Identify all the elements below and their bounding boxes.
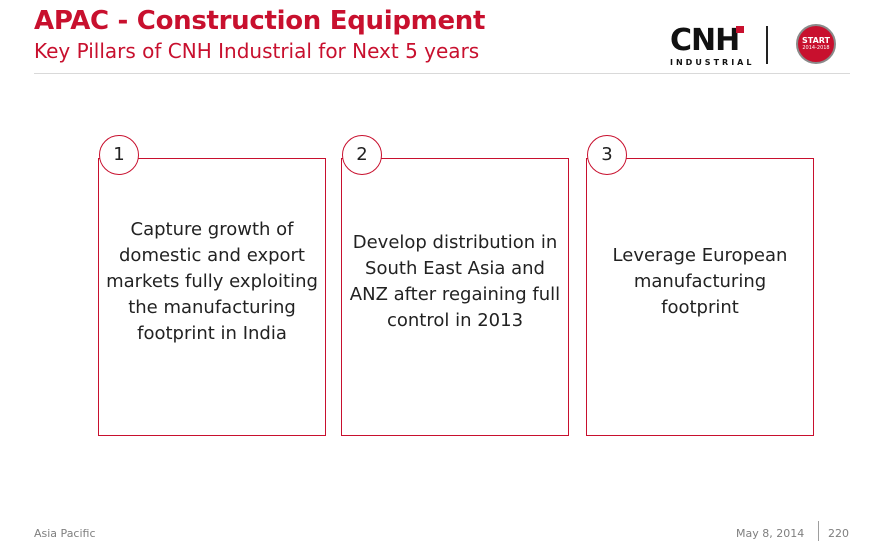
footer-region: Asia Pacific [34, 527, 96, 540]
start-badge: START 2014-2018 [796, 24, 836, 64]
pillar-number-badge: 3 [587, 135, 627, 175]
pillar-text: Develop distribution in South East Asia … [349, 232, 561, 331]
badge-label: START [801, 36, 831, 45]
logo-wordmark: CNH [670, 23, 740, 58]
pillar-number-badge: 2 [342, 135, 382, 175]
page-number: 220 [828, 527, 849, 540]
page-subtitle: Key Pillars of CNH Industrial for Next 5… [34, 39, 480, 63]
footer-separator [818, 521, 819, 541]
pillar-text: Capture growth of domestic and export ma… [106, 219, 318, 344]
logo-accent-mark [736, 26, 744, 33]
footer-date: May 8, 2014 [736, 527, 805, 540]
logo-subtext: INDUSTRIAL [670, 58, 755, 67]
pillar-card-1: Capture growth of domestic and export ma… [98, 158, 326, 436]
cnh-industrial-logo: CNH INDUSTRIAL [670, 23, 755, 68]
header-divider [34, 73, 850, 74]
logo-separator [766, 26, 768, 64]
page-title: APAC - Construction Equipment [34, 6, 486, 36]
pillar-card-2: Develop distribution in South East Asia … [341, 158, 569, 436]
badge-years: 2014-2018 [802, 45, 830, 51]
pillar-card-3: Leverage European manufacturing footprin… [586, 158, 814, 436]
pillar-number-badge: 1 [99, 135, 139, 175]
pillar-text: Leverage European manufacturing footprin… [612, 245, 788, 318]
